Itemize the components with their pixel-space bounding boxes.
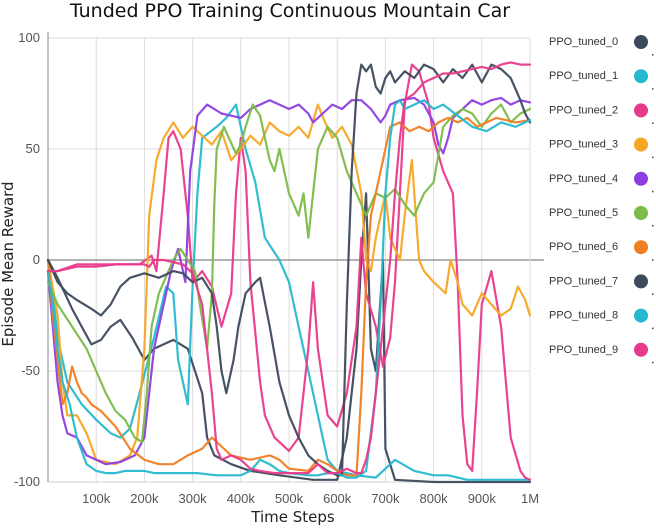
legend-marker-PPO_tuned_7 bbox=[652, 293, 654, 295]
legend-marker-PPO_tuned_5 bbox=[652, 225, 654, 227]
legend-dot-PPO_tuned_9 bbox=[634, 342, 648, 357]
legend-marker-PPO_tuned_1 bbox=[652, 88, 654, 90]
legend-marker-PPO_tuned_6 bbox=[652, 259, 654, 261]
legend-dot-PPO_tuned_6 bbox=[634, 240, 648, 255]
chart-title: Tunded PPO Training Continuous Mountain … bbox=[69, 0, 510, 22]
legend-marker-PPO_tuned_2 bbox=[652, 122, 654, 124]
tick-labels: 100k 200k 300k 400k 500k 600k 700k 800k 900k 1M 10… bbox=[14, 30, 539, 506]
legend-label-PPO_tuned_1: PPO_tuned_1 bbox=[549, 70, 618, 82]
series-line-PPO_tuned_4 bbox=[46, 96, 532, 466]
x-axis-label: Time Steps bbox=[250, 508, 335, 526]
x-tick-label-8: 900k bbox=[468, 491, 497, 506]
legend-label-PPO_tuned_4: PPO_tuned_4 bbox=[549, 173, 618, 185]
x-tick-label-4: 500k bbox=[275, 491, 304, 506]
legend-dot-PPO_tuned_2 bbox=[634, 103, 648, 118]
legend-label-PPO_tuned_3: PPO_tuned_3 bbox=[549, 139, 618, 151]
legend-marker-PPO_tuned_4 bbox=[652, 190, 654, 193]
legend-label-PPO_tuned_7: PPO_tuned_7 bbox=[549, 275, 618, 287]
legend-dot-PPO_tuned_3 bbox=[634, 137, 648, 152]
legend-dot-PPO_tuned_0 bbox=[634, 35, 648, 49]
legend-label-PPO_tuned_0: PPO_tuned_0 bbox=[549, 36, 618, 48]
x-tick-label-9: 1M bbox=[521, 491, 539, 506]
series-line-PPO_tuned_3 bbox=[46, 103, 532, 466]
y-tick-label-0: 100 bbox=[18, 30, 40, 45]
x-tick-label-0: 100k bbox=[82, 491, 111, 506]
y-tick-label-3: -50 bbox=[21, 363, 40, 378]
x-tick-label-7: 800k bbox=[419, 491, 448, 506]
series-line-PPO_tuned_2 bbox=[46, 63, 532, 481]
series-line-PPO_tuned_6 bbox=[46, 116, 532, 477]
legend: PPO_tuned_0 PPO_tuned_1 PPO_tuned_2 PPO_tun… bbox=[549, 35, 654, 364]
x-tick-label-3: 400k bbox=[227, 491, 256, 506]
x-tick-label-6: 700k bbox=[371, 491, 400, 506]
legend-dot-PPO_tuned_5 bbox=[634, 206, 648, 220]
y-axis-label: Episode Mean Reward bbox=[0, 181, 17, 346]
legend-dot-PPO_tuned_4 bbox=[634, 171, 648, 186]
plot-area bbox=[46, 61, 532, 484]
legend-label-PPO_tuned_8: PPO_tuned_8 bbox=[549, 310, 618, 322]
legend-label-PPO_tuned_5: PPO_tuned_5 bbox=[549, 207, 618, 219]
series-line-PPO_tuned_9 bbox=[46, 61, 532, 475]
series-line-PPO_tuned_5 bbox=[46, 103, 532, 444]
y-tick-label-2: 0 bbox=[33, 252, 40, 267]
legend-dot-PPO_tuned_1 bbox=[634, 69, 648, 84]
legend-marker-PPO_tuned_3 bbox=[652, 156, 654, 159]
grid-lines bbox=[48, 37, 544, 483]
x-tick-label-5: 600k bbox=[323, 491, 352, 506]
legend-marker-PPO_tuned_8 bbox=[652, 327, 654, 330]
legend-marker-PPO_tuned_9 bbox=[652, 361, 654, 364]
legend-label-PPO_tuned_9: PPO_tuned_9 bbox=[549, 344, 618, 356]
legend-dot-PPO_tuned_8 bbox=[634, 308, 648, 323]
series-line-PPO_tuned_1 bbox=[46, 103, 532, 481]
legend-label-PPO_tuned_2: PPO_tuned_2 bbox=[549, 104, 618, 116]
y-tick-label-4: -100 bbox=[14, 474, 40, 489]
x-tick-label-2: 300k bbox=[178, 491, 207, 506]
y-tick-label-1: 50 bbox=[26, 141, 40, 156]
legend-dot-PPO_tuned_7 bbox=[634, 274, 648, 289]
legend-marker-PPO_tuned_0 bbox=[652, 54, 654, 56]
x-tick-label-1: 200k bbox=[130, 491, 159, 506]
legend-label-PPO_tuned_6: PPO_tuned_6 bbox=[549, 241, 618, 253]
